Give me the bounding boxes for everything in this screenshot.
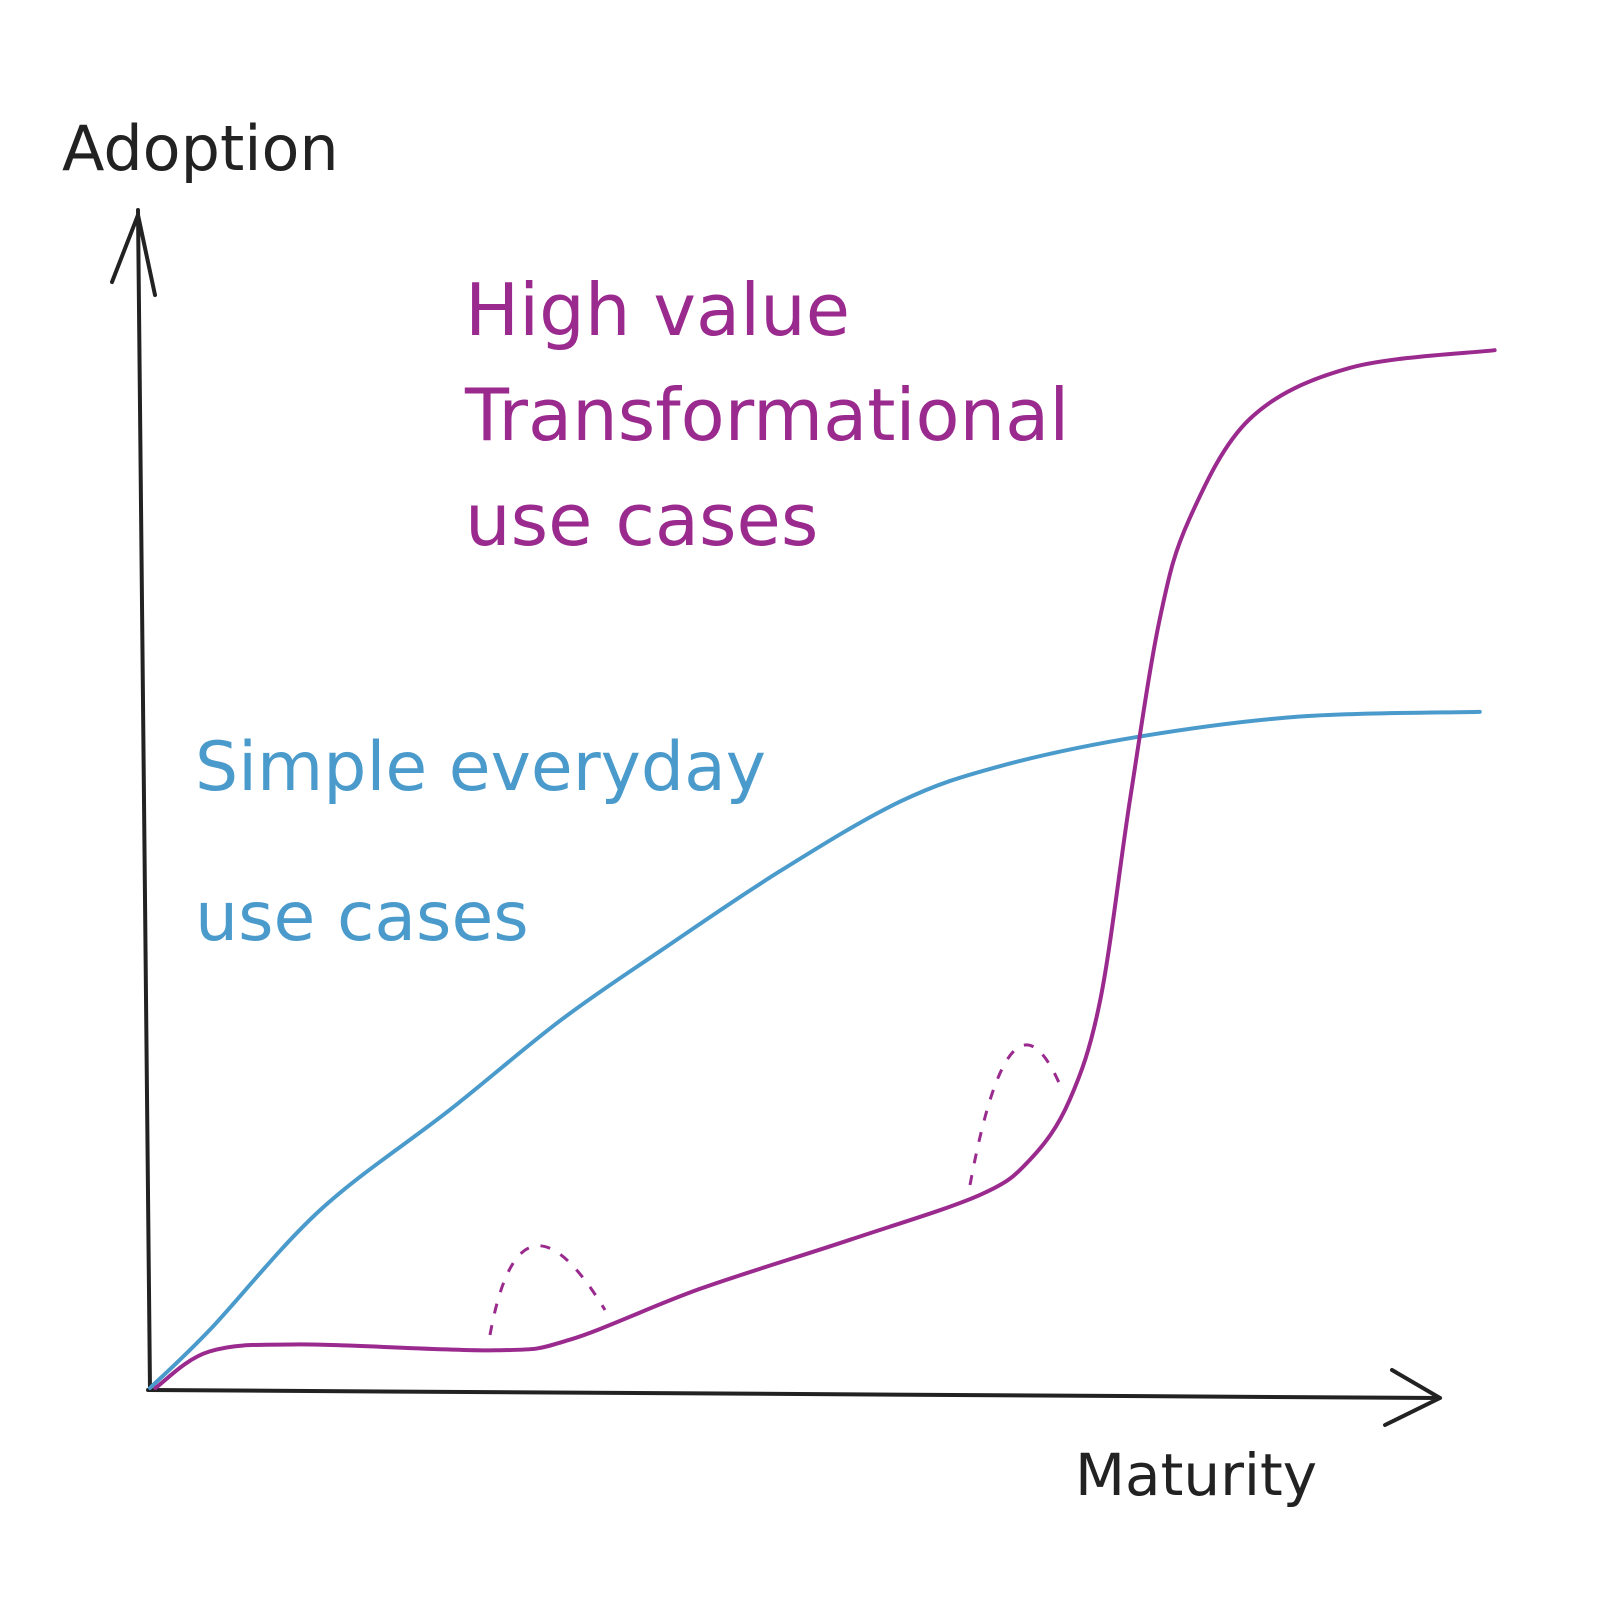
x-axis	[146, 1368, 1442, 1427]
series-label: Simple everyday	[195, 728, 766, 807]
series-label: High value	[465, 268, 850, 352]
series-line	[153, 348, 1497, 1390]
dotted-bump	[968, 1043, 1062, 1186]
y-axis-label: Adoption	[62, 112, 339, 185]
dotted-bump	[488, 1244, 607, 1336]
y-axis	[110, 208, 157, 1392]
series-label: use cases	[465, 478, 818, 562]
series-label: use cases	[195, 878, 529, 957]
series-label: Transformational	[464, 373, 1069, 457]
x-axis-label: Maturity	[1075, 1441, 1317, 1509]
series-line	[148, 709, 1482, 1390]
